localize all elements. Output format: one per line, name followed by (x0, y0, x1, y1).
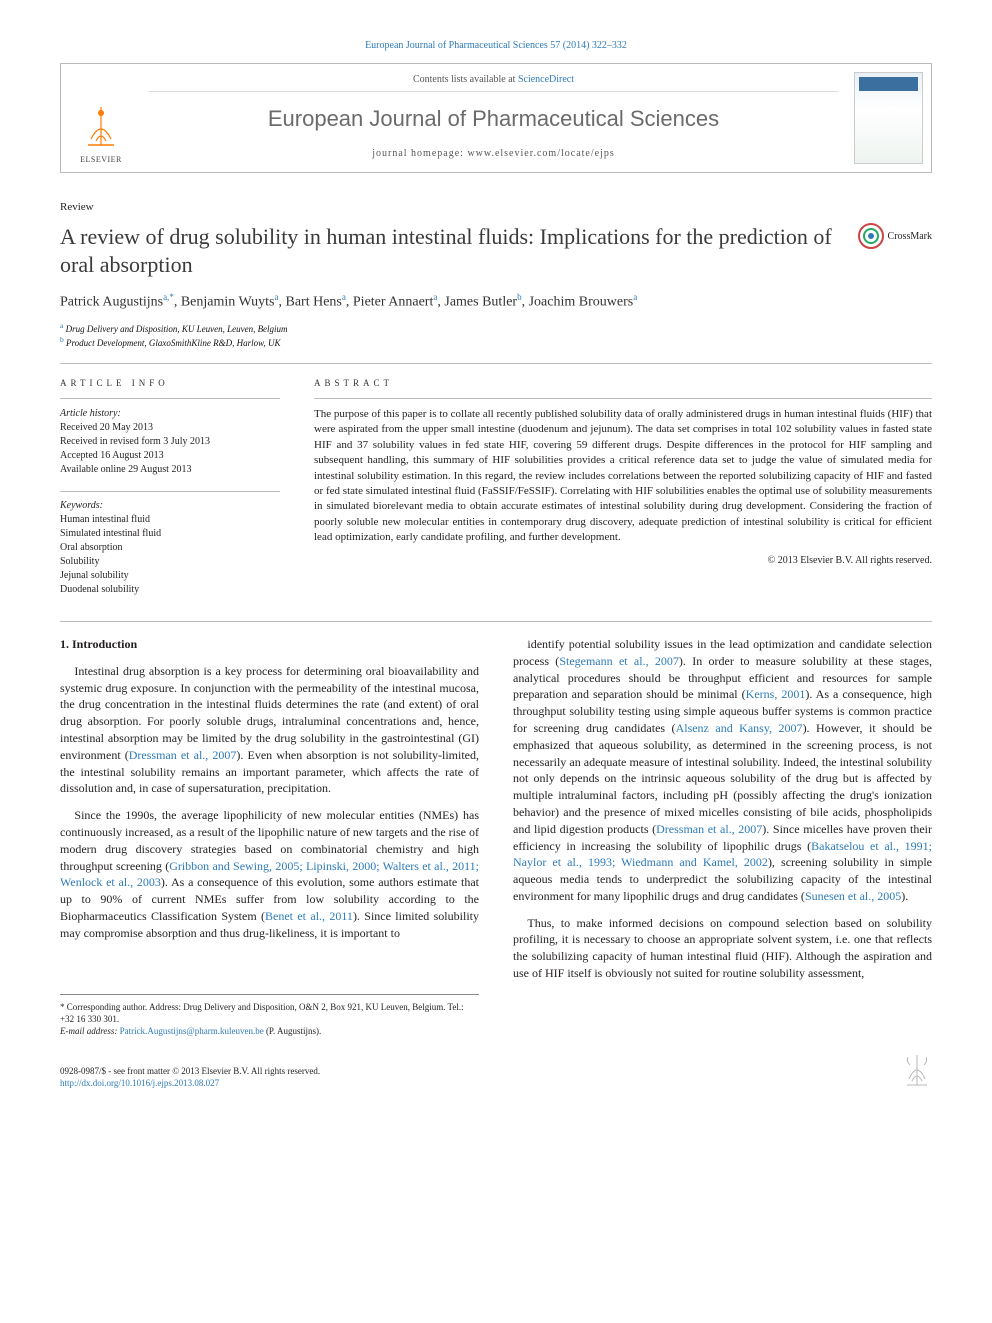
author: Patrick Augustijns (60, 295, 163, 310)
journal-name: European Journal of Pharmaceutical Scien… (149, 106, 838, 132)
header-citation-link[interactable]: European Journal of Pharmaceutical Scien… (365, 40, 627, 51)
sciencedirect-link[interactable]: ScienceDirect (518, 74, 574, 85)
journal-homepage: journal homepage: www.elsevier.com/locat… (149, 148, 838, 159)
author: James Butler (444, 295, 517, 310)
corr-email-link[interactable]: Patrick.Augustijns@pharm.kuleuven.be (120, 1026, 264, 1036)
crossmark-badge[interactable]: CrossMark (858, 223, 932, 249)
publisher-name: ELSEVIER (80, 155, 122, 164)
citation-link[interactable]: Dressman et al., 2007 (129, 748, 237, 762)
aff-marker: a,* (163, 292, 174, 302)
keyword: Simulated intestinal fluid (60, 527, 280, 541)
history-label: Article history: (60, 407, 280, 421)
elsevier-tree-icon (902, 1051, 932, 1089)
article-info-heading: ARTICLE INFO (60, 378, 280, 388)
journal-masthead: ELSEVIER Contents lists available at Sci… (60, 63, 932, 173)
author: Joachim Brouwers (529, 295, 634, 310)
keyword: Human intestinal fluid (60, 513, 280, 527)
history-item: Accepted 16 August 2013 (60, 449, 280, 463)
footnotes: * Corresponding author. Address: Drug De… (60, 994, 479, 1037)
email-suffix: (P. Augustijns). (266, 1026, 321, 1036)
divider (60, 398, 280, 399)
keywords-list: Human intestinal fluid Simulated intesti… (60, 513, 280, 597)
keyword: Duodenal solubility (60, 583, 280, 597)
keyword: Jejunal solubility (60, 569, 280, 583)
author: Benjamin Wuyts (181, 295, 275, 310)
homepage-prefix: journal homepage: (372, 148, 464, 159)
citation-link[interactable]: Benet et al., 2011 (265, 909, 353, 923)
aff-marker: a (633, 292, 637, 302)
issn-line: 0928-0987/$ - see front matter © 2013 El… (60, 1065, 320, 1077)
body-paragraph: identify potential solubility issues in … (513, 636, 932, 905)
history-item: Received 20 May 2013 (60, 421, 280, 435)
divider (60, 363, 932, 364)
citation-link[interactable]: Dressman et al., 2007 (656, 822, 762, 836)
homepage-url: www.elsevier.com/locate/ejps (467, 148, 614, 159)
abstract-copyright: © 2013 Elsevier B.V. All rights reserved… (314, 555, 932, 566)
body-paragraph: Since the 1990s, the average lipophilici… (60, 807, 479, 941)
history-item: Received in revised form 3 July 2013 (60, 435, 280, 449)
divider (314, 398, 932, 399)
header-citation: European Journal of Pharmaceutical Scien… (60, 40, 932, 51)
email-label: E-mail address: (60, 1026, 117, 1036)
abstract-heading: ABSTRACT (314, 378, 932, 388)
divider (60, 491, 280, 492)
author: Pieter Annaert (353, 295, 433, 310)
crossmark-icon (858, 223, 884, 249)
abstract-text: The purpose of this paper is to collate … (314, 407, 932, 546)
body-paragraph: Intestinal drug absorption is a key proc… (60, 663, 479, 797)
keywords-label: Keywords: (60, 500, 280, 511)
history-item: Available online 29 August 2013 (60, 463, 280, 477)
crossmark-label: CrossMark (888, 231, 932, 242)
corr-marker: * (60, 1002, 65, 1012)
citation-link[interactable]: Stegemann et al., 2007 (559, 654, 679, 668)
corr-text: Corresponding author. Address: Drug Deli… (60, 1002, 464, 1024)
author: Bart Hens (286, 295, 342, 310)
journal-cover-thumb (854, 72, 923, 164)
keyword: Solubility (60, 555, 280, 569)
article-title: A review of drug solubility in human int… (60, 223, 838, 278)
citation-link[interactable]: Sunesen et al., 2005 (805, 889, 901, 903)
article-type: Review (60, 201, 932, 213)
elsevier-logo (76, 101, 126, 151)
affiliation-a: Drug Delivery and Disposition, KU Leuven… (66, 324, 288, 334)
author-list: Patrick Augustijnsa,*, Benjamin Wuytsa, … (60, 292, 932, 311)
contents-prefix: Contents lists available at (413, 74, 515, 85)
doi-link[interactable]: http://dx.doi.org/10.1016/j.ejps.2013.08… (60, 1078, 219, 1088)
body-paragraph: Thus, to make informed decisions on comp… (513, 915, 932, 982)
affiliation-b: Product Development, GlaxoSmithKline R&D… (66, 338, 280, 348)
citation-link[interactable]: Alsenz and Kansy, 2007 (676, 721, 803, 735)
keyword: Oral absorption (60, 541, 280, 555)
page-footer: 0928-0987/$ - see front matter © 2013 El… (60, 1051, 932, 1089)
contents-line: Contents lists available at ScienceDirec… (149, 74, 838, 92)
affiliations: a Drug Delivery and Disposition, KU Leuv… (60, 321, 932, 349)
divider (60, 621, 932, 622)
citation-link[interactable]: Kerns, 2001 (746, 687, 806, 701)
section-heading: 1. Introduction (60, 636, 479, 653)
article-body: 1. Introduction Intestinal drug absorpti… (60, 636, 932, 982)
